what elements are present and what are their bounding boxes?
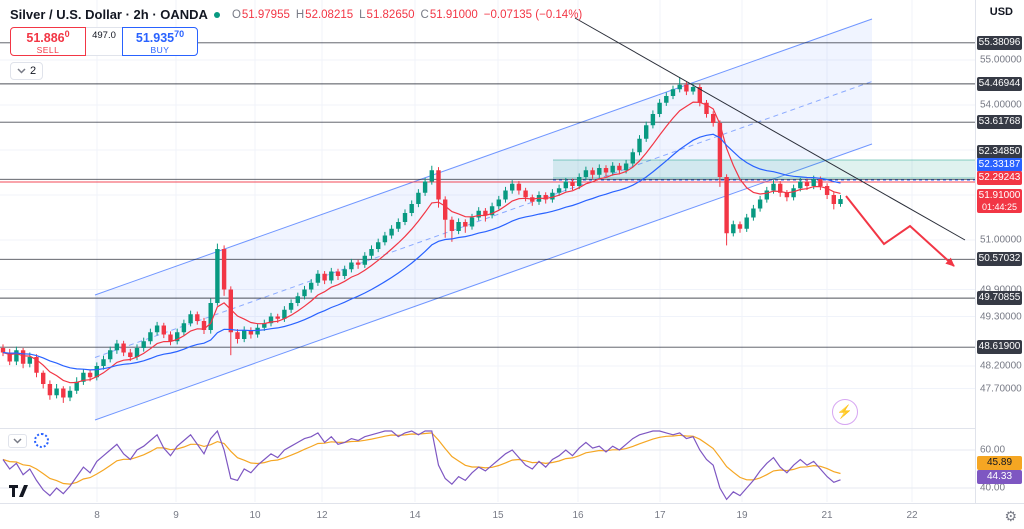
time-axis-label: 17 [654,510,666,521]
price-grid-label: 54.00000 [980,99,1022,111]
lightning-icon: ⚡ [836,404,854,419]
indicator-badge: 45.89 [977,456,1022,470]
legend-collapse-chip[interactable]: 2 [10,62,44,80]
time-axis-label: 10 [249,510,261,521]
indicator-collapse-button[interactable] [8,433,27,448]
sell-label: SELL [36,45,60,56]
chevron-down-icon [17,68,26,74]
price-grid-label: 55.00000 [980,54,1022,66]
time-axis-label: 16 [572,510,584,521]
price-badge: 49.70855 [977,291,1022,305]
price-grid-label: 49.30000 [980,311,1022,322]
ohlc-value: 51.82650 [366,8,415,21]
time-axis-label: 14 [409,510,421,521]
indicator-grid-label: 60.00 [980,444,1006,456]
ohlc-label: O [231,8,241,21]
currency-toggle[interactable]: USD [989,6,1013,18]
time-axis-label: 22 [906,510,918,521]
trade-panel: 51.8860 SELL 497.0 51.93570 BUY [10,27,198,56]
price-grid-label: 48.20000 [980,360,1022,372]
chevron-down-icon [13,437,22,444]
settings-gear-icon[interactable]: ⚙ [1004,508,1017,524]
pane-divider[interactable] [0,428,976,429]
ohlc-values: O 51.97955 H 52.08215 L 51.82650 C 51.91000 −0.0… [226,9,582,21]
price-badge: 54.46944 [977,77,1022,91]
symbol-title[interactable]: Silver / U.S. Dollar · 2h · OANDA [10,7,208,22]
ohlc-label: L [359,8,366,21]
tradingview-logo[interactable] [8,483,32,503]
price-scale[interactable]: USD 55.00000 54.00000 51.00000 49.90000 49.3… [975,0,1024,503]
buy-label: BUY [150,45,170,56]
magic-ai-button[interactable]: ⚡ [832,399,858,425]
market-status-dot [213,11,220,18]
price-badge: 52.29243 [977,171,1022,185]
buy-price: 51.93570 [135,28,185,46]
price-grid-label: 47.70000 [980,383,1022,394]
ohlc-value: 52.08215 [305,8,354,21]
time-axis-label: 12 [316,510,328,521]
price-badge: 53.61768 [977,115,1022,129]
time-axis-label: 8 [94,510,100,521]
price-grid-label: 49.90000 [980,284,1022,295]
time-axis-label: 9 [173,510,179,521]
sell-price: 51.8860 [26,28,70,46]
indicator-badge: 44.33 [977,470,1022,484]
indicator-grid-label: 40.00 [980,482,1006,494]
price-badge: 48.61900 [977,340,1022,354]
price-badge: 52.33187 [977,158,1022,172]
price-badge: 55.38096 [977,36,1022,50]
countdown-timer: 01:44:25 [981,202,1018,212]
indicator-icon[interactable] [34,433,49,448]
price-badge: 50.57032 [977,252,1022,266]
price-change: −0.07135 (−0.14%) [483,8,583,21]
collapse-count: 2 [30,65,37,77]
time-axis-label: 21 [821,510,833,521]
time-axis-label: 15 [492,510,504,521]
buy-button[interactable]: 51.93570 BUY [122,27,198,56]
ohlc-label: H [295,8,305,21]
time-scale[interactable]: ⚙ 8 9 10 12 14 15 16 17 19 21 22 [0,503,1024,529]
price-badge: 52.34850 [977,145,1022,159]
indicator-legend [8,433,49,448]
time-axis-label: 19 [736,510,748,521]
spread-value: 497.0 [86,27,122,56]
ohlc-value: 51.97955 [241,8,290,21]
sell-button[interactable]: 51.8860 SELL [10,27,86,56]
ohlc-label: C [420,8,429,21]
ohlc-value: 51.91000 [429,8,478,21]
price-badge: 51.91000 01:44:25 [977,189,1022,213]
chart-legend: Silver / U.S. Dollar · 2h · OANDA O 51.97… [10,7,582,22]
price-grid-label: 51.00000 [980,234,1022,246]
